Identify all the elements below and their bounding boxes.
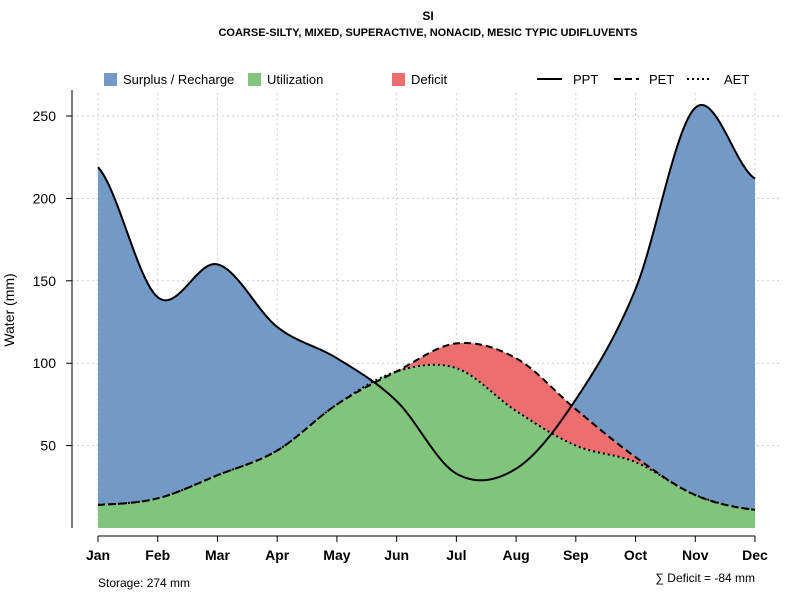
- x-tick-label: Nov: [682, 547, 709, 563]
- surplus-area: [98, 105, 755, 510]
- x-tick-label: Jun: [384, 547, 409, 563]
- y-tick-label: 100: [33, 355, 57, 371]
- x-tick-label: May: [323, 547, 350, 563]
- legend: Surplus / Recharge Utilization Deficit PPT P…: [104, 72, 749, 87]
- legend-label: Utilization: [267, 72, 323, 87]
- x-tick-label: Jul: [446, 547, 466, 563]
- x-tick-label: Jan: [86, 547, 110, 563]
- deficit-note: ∑ Deficit = -84 mm: [655, 571, 755, 585]
- series-lines: [97, 104, 756, 511]
- y-tick-label: 250: [33, 108, 57, 124]
- utilization-area: [98, 364, 755, 528]
- x-tick-label: Mar: [205, 547, 230, 563]
- legend-label: Surplus / Recharge: [123, 72, 234, 87]
- x-tick-label: Dec: [742, 547, 768, 563]
- storage-note: Storage: 274 mm: [98, 576, 190, 590]
- axes: 50 100 150 200 250 Jan Feb Mar Apr May Jun Jul Aug Se…: [33, 90, 768, 563]
- legend-swatch: [248, 73, 261, 86]
- y-tick-label: 50: [40, 438, 56, 454]
- y-tick-label: 200: [33, 190, 57, 206]
- x-tick-label: Apr: [265, 547, 290, 563]
- legend-swatch: [104, 73, 117, 86]
- x-tick-label: Sep: [563, 547, 589, 563]
- x-tick-label: Aug: [502, 547, 529, 563]
- chart-subtitle: COARSE-SILTY, MIXED, SUPERACTIVE, NONACI…: [218, 27, 637, 39]
- legend-label: PET: [649, 72, 674, 87]
- legend-label: PPT: [573, 72, 598, 87]
- series-line-ppt: [97, 104, 756, 482]
- legend-label: AET: [724, 72, 749, 87]
- chart-title: SI: [422, 9, 433, 23]
- x-tick-label: Feb: [145, 547, 170, 563]
- y-tick-label: 150: [33, 273, 57, 289]
- series-line-pet: [97, 341, 756, 511]
- area-regions: [98, 105, 755, 528]
- legend-swatch: [392, 73, 405, 86]
- legend-label: Deficit: [411, 72, 448, 87]
- x-tick-label: Oct: [624, 547, 648, 563]
- y-axis-label: Water (mm): [1, 273, 17, 346]
